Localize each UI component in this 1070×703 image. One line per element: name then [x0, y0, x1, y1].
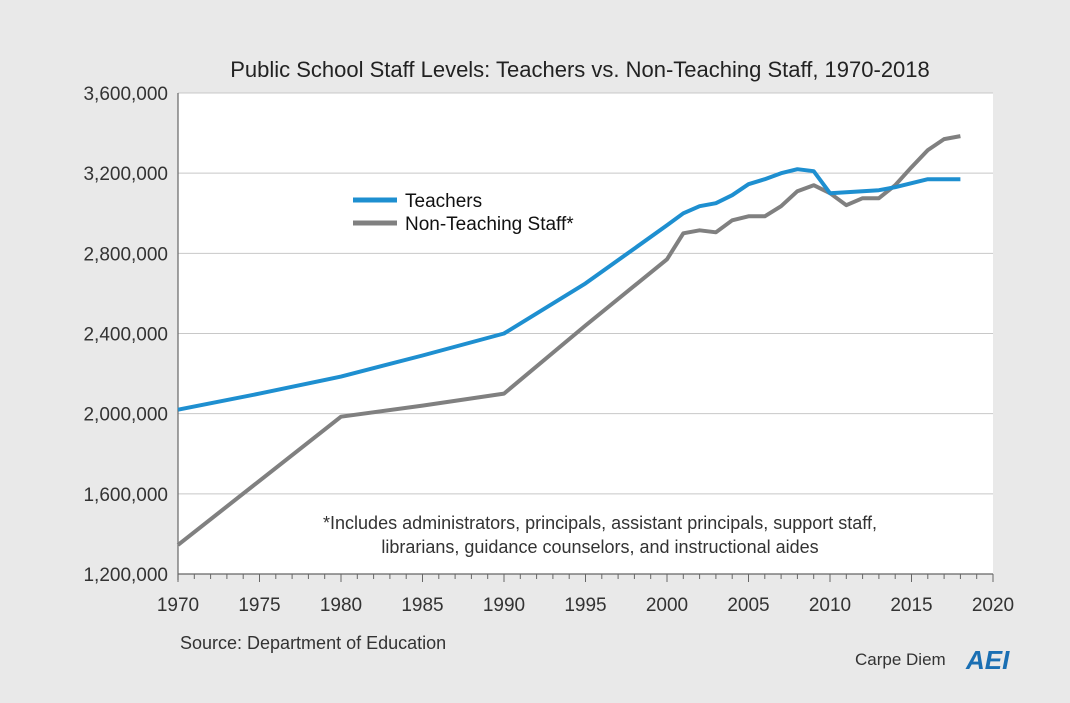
- legend-label-non-teaching: Non-Teaching Staff*: [405, 214, 574, 235]
- y-tick-label: 3,200,000: [83, 164, 168, 185]
- x-tick-label: 1985: [401, 595, 443, 616]
- series-lines: [176, 134, 961, 547]
- y-tick-label: 2,400,000: [83, 325, 168, 346]
- y-tick-label: 2,000,000: [83, 405, 168, 426]
- legend-label-teachers: Teachers: [405, 191, 482, 212]
- y-tick-label: 2,800,000: [83, 244, 168, 265]
- x-tick-label: 1975: [238, 595, 280, 616]
- x-tick-label: 2005: [727, 595, 769, 616]
- y-tick-label: 3,600,000: [83, 84, 168, 105]
- annotation-line-2: librarians, guidance counselors, and ins…: [381, 537, 818, 557]
- annotation-line-1: *Includes administrators, principals, as…: [323, 513, 877, 533]
- x-tick-label: 1980: [320, 595, 362, 616]
- x-tick-label: 2010: [809, 595, 851, 616]
- x-tick-label: 1990: [483, 595, 525, 616]
- axes: 1,200,000 1,600,000 2,000,000 2,400,000 2,80…: [83, 84, 1014, 616]
- x-tick-label: 1970: [157, 595, 199, 616]
- chart-title: Public School Staff Levels: Teachers vs.…: [230, 57, 930, 82]
- x-tick-label: 1995: [564, 595, 606, 616]
- aei-logo: AEI: [965, 645, 1010, 675]
- x-tick-label: 2000: [646, 595, 688, 616]
- brand-name: Carpe Diem: [855, 650, 946, 669]
- source-note: Source: Department of Education: [180, 633, 446, 653]
- gridlines: [178, 92, 993, 495]
- x-tick-label: 2015: [890, 595, 932, 616]
- x-tick-label: 2020: [972, 595, 1014, 616]
- y-tick-label: 1,200,000: [83, 565, 168, 586]
- y-tick-label: 1,600,000: [83, 485, 168, 506]
- legend: Teachers Non-Teaching Staff*: [353, 191, 574, 235]
- series-line-teachers: [177, 167, 961, 412]
